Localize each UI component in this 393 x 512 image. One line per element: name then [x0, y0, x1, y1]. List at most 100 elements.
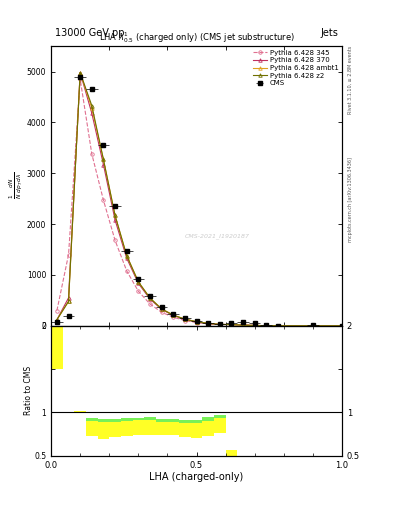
X-axis label: LHA (charged-only): LHA (charged-only)	[149, 472, 244, 482]
Pythia 6.428 370	[78, 70, 83, 76]
Pythia 6.428 370	[217, 322, 222, 328]
Pythia 6.428 ambt1	[101, 157, 106, 163]
Pythia 6.428 ambt1	[340, 323, 344, 329]
Pythia 6.428 370	[113, 217, 118, 223]
Pythia 6.428 370	[241, 322, 245, 328]
Pythia 6.428 ambt1	[275, 323, 280, 329]
Pythia 6.428 370	[148, 296, 152, 302]
Pythia 6.428 345	[159, 309, 164, 315]
Line: Pythia 6.428 ambt1: Pythia 6.428 ambt1	[55, 71, 343, 328]
Pythia 6.428 370	[310, 323, 315, 329]
Pythia 6.428 ambt1	[55, 316, 59, 323]
Pythia 6.428 370	[340, 323, 344, 329]
Pythia 6.428 z2	[194, 318, 199, 325]
Pythia 6.428 345	[113, 237, 118, 243]
Pythia 6.428 345	[78, 76, 83, 82]
Pythia 6.428 345	[182, 317, 187, 324]
Pythia 6.428 345	[206, 321, 211, 327]
Pythia 6.428 ambt1	[217, 321, 222, 327]
Pythia 6.428 370	[136, 280, 141, 286]
Pythia 6.428 370	[206, 321, 211, 327]
Pythia 6.428 ambt1	[148, 295, 152, 301]
Pythia 6.428 ambt1	[136, 279, 141, 285]
Pythia 6.428 ambt1	[194, 318, 199, 325]
Pythia 6.428 z2	[90, 102, 94, 109]
Pythia 6.428 z2	[241, 322, 245, 328]
Pythia 6.428 z2	[159, 306, 164, 312]
Pythia 6.428 z2	[340, 323, 344, 329]
Pythia 6.428 z2	[55, 316, 59, 323]
Pythia 6.428 345	[171, 314, 176, 320]
Pythia 6.428 345	[252, 322, 257, 328]
Pythia 6.428 z2	[182, 316, 187, 322]
Pythia 6.428 ambt1	[90, 105, 94, 111]
Pythia 6.428 ambt1	[206, 320, 211, 326]
Pythia 6.428 345	[229, 322, 234, 328]
Pythia 6.428 z2	[252, 323, 257, 329]
Pythia 6.428 345	[136, 288, 141, 294]
Y-axis label: $\frac{1}{N}\,\frac{dN}{dp_T\,d\lambda}$: $\frac{1}{N}\,\frac{dN}{dp_T\,d\lambda}$	[8, 173, 25, 200]
Pythia 6.428 345	[124, 268, 129, 274]
Pythia 6.428 z2	[101, 157, 106, 163]
Pythia 6.428 345	[66, 251, 71, 258]
Pythia 6.428 370	[90, 110, 94, 116]
Pythia 6.428 370	[275, 323, 280, 329]
Pythia 6.428 345	[241, 322, 245, 328]
Line: Pythia 6.428 z2: Pythia 6.428 z2	[55, 71, 343, 328]
Pythia 6.428 ambt1	[159, 306, 164, 312]
Line: Pythia 6.428 370: Pythia 6.428 370	[55, 71, 343, 328]
Y-axis label: Ratio to CMS: Ratio to CMS	[24, 366, 33, 415]
Pythia 6.428 345	[340, 323, 344, 329]
Line: Pythia 6.428 345: Pythia 6.428 345	[55, 77, 343, 328]
Text: CMS-2021_I1920187: CMS-2021_I1920187	[184, 233, 249, 239]
Pythia 6.428 z2	[124, 252, 129, 259]
Pythia 6.428 z2	[217, 322, 222, 328]
Pythia 6.428 ambt1	[124, 252, 129, 259]
Legend: Pythia 6.428 345, Pythia 6.428 370, Pythia 6.428 ambt1, Pythia 6.428 z2, CMS: Pythia 6.428 345, Pythia 6.428 370, Pyth…	[252, 48, 340, 88]
Pythia 6.428 ambt1	[241, 322, 245, 328]
Pythia 6.428 ambt1	[252, 323, 257, 329]
Pythia 6.428 370	[55, 316, 59, 323]
Pythia 6.428 370	[182, 316, 187, 323]
Pythia 6.428 370	[252, 323, 257, 329]
Text: mcplots.cern.ch [arXiv:1306.3436]: mcplots.cern.ch [arXiv:1306.3436]	[348, 158, 353, 242]
Pythia 6.428 z2	[78, 70, 83, 76]
Pythia 6.428 z2	[136, 279, 141, 285]
Pythia 6.428 ambt1	[264, 323, 269, 329]
Pythia 6.428 345	[264, 323, 269, 329]
Pythia 6.428 ambt1	[182, 316, 187, 322]
Pythia 6.428 345	[90, 151, 94, 157]
Pythia 6.428 z2	[206, 321, 211, 327]
Pythia 6.428 ambt1	[310, 323, 315, 329]
Pythia 6.428 370	[124, 255, 129, 261]
Text: 13000 GeV pp: 13000 GeV pp	[55, 28, 125, 38]
Pythia 6.428 345	[55, 308, 59, 314]
Pythia 6.428 ambt1	[113, 212, 118, 219]
Pythia 6.428 345	[310, 323, 315, 329]
Pythia 6.428 345	[217, 322, 222, 328]
Pythia 6.428 z2	[113, 212, 118, 219]
Pythia 6.428 z2	[229, 322, 234, 328]
Pythia 6.428 345	[148, 301, 152, 307]
Pythia 6.428 370	[171, 312, 176, 318]
Pythia 6.428 370	[264, 323, 269, 329]
Pythia 6.428 z2	[264, 323, 269, 329]
Pythia 6.428 370	[229, 322, 234, 328]
Pythia 6.428 370	[194, 319, 199, 325]
Pythia 6.428 ambt1	[229, 322, 234, 328]
Text: Rivet 3.1.10, ≥ 2.8M events: Rivet 3.1.10, ≥ 2.8M events	[348, 46, 353, 114]
Pythia 6.428 345	[101, 197, 106, 203]
Pythia 6.428 345	[275, 323, 280, 329]
Pythia 6.428 z2	[310, 323, 315, 329]
Pythia 6.428 370	[66, 295, 71, 301]
Pythia 6.428 z2	[66, 298, 71, 305]
Text: Jets: Jets	[320, 28, 338, 38]
Pythia 6.428 ambt1	[78, 70, 83, 76]
Title: LHA $\lambda^{1}_{0.5}$ (charged only) (CMS jet substructure): LHA $\lambda^{1}_{0.5}$ (charged only) (…	[99, 30, 294, 45]
Pythia 6.428 370	[101, 161, 106, 167]
Pythia 6.428 ambt1	[66, 298, 71, 305]
Pythia 6.428 ambt1	[171, 312, 176, 318]
Pythia 6.428 z2	[171, 312, 176, 318]
Pythia 6.428 z2	[275, 323, 280, 329]
Pythia 6.428 370	[159, 306, 164, 312]
